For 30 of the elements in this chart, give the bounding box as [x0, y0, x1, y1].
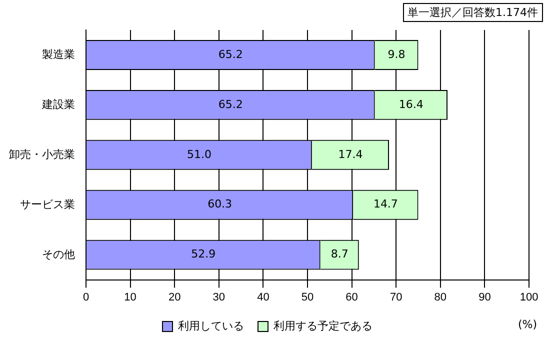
data-label: 51.0 [186, 148, 212, 161]
data-label: 65.2 [218, 98, 243, 111]
y-tick-label: その他 [42, 248, 75, 261]
legend-label: 利用する予定である [274, 320, 372, 333]
y-tick-label: サービス業 [20, 198, 75, 211]
y-tick-label: 卸売・小売業 [9, 148, 75, 161]
data-label: 8.7 [330, 248, 348, 261]
data-label: 9.8 [388, 48, 406, 61]
x-tick-label: 10 [124, 291, 136, 304]
x-tick-label: 50 [301, 291, 314, 304]
x-axis-title: (%) [518, 318, 537, 331]
data-label: 16.4 [398, 98, 424, 111]
legend-label: 利用している [178, 320, 244, 333]
x-tick-label: 90 [478, 291, 491, 304]
x-tick-label: 70 [390, 291, 402, 304]
x-tick-label: 60 [346, 291, 358, 304]
data-label: 14.7 [373, 198, 398, 211]
data-label: 17.4 [338, 148, 363, 161]
y-tick-label: 建設業 [41, 98, 75, 111]
x-tick-label: 40 [257, 291, 270, 304]
x-tick-label: 80 [434, 291, 447, 304]
data-label: 60.3 [208, 198, 232, 211]
x-tick-label: 30 [212, 291, 226, 304]
data-label: 52.9 [191, 248, 216, 261]
text: 単一選択／回答数1.174件 [402, 3, 543, 22]
x-tick-label: 20 [168, 291, 181, 304]
y-tick-label: 製造業 [42, 48, 75, 62]
data-label: 65.2 [218, 48, 243, 61]
x-tick-label: 0 [82, 291, 90, 304]
x-tick-label: 100 [520, 291, 538, 304]
